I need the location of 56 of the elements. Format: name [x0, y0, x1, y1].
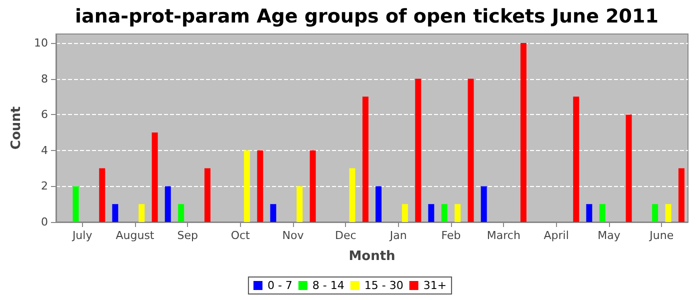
- x-tick-label: May: [598, 229, 621, 242]
- y-tick-label: 8: [41, 72, 48, 86]
- x-tick-label: August: [116, 229, 155, 242]
- y-tick-label: 0: [41, 216, 48, 228]
- bar: [678, 168, 684, 222]
- bar: [204, 168, 210, 222]
- x-tick-label: Sep: [177, 229, 198, 242]
- x-tick-label: Dec: [335, 229, 356, 242]
- bar: [138, 204, 145, 222]
- legend-label: 31+: [423, 279, 447, 292]
- bar: [441, 204, 448, 222]
- bar: [586, 204, 592, 222]
- x-tick-label: June: [648, 229, 674, 242]
- x-axis-title: Month: [348, 249, 396, 264]
- bar: [270, 204, 276, 222]
- bar: [244, 150, 250, 222]
- bar: [480, 186, 487, 222]
- y-tick-label: 2: [41, 180, 48, 193]
- x-tick-label: July: [71, 229, 93, 242]
- bar: [665, 204, 672, 222]
- bar: [178, 204, 184, 222]
- y-tick-label: 10: [34, 36, 48, 50]
- bar: [72, 186, 79, 222]
- bar: [415, 78, 422, 222]
- x-tick-label: Jan: [388, 229, 407, 242]
- legend-label: 0 - 7: [267, 279, 292, 292]
- bar: [468, 78, 474, 222]
- bar: [402, 204, 408, 222]
- bar: [626, 114, 632, 222]
- x-tick-label: March: [486, 229, 520, 242]
- bar: [296, 186, 303, 222]
- bar: [428, 204, 434, 222]
- x-tick-label: Feb: [441, 229, 461, 242]
- bar: [310, 150, 316, 222]
- bar: [376, 186, 382, 222]
- legend-label: 15 - 30: [364, 279, 404, 292]
- bar: [573, 96, 580, 222]
- bar: [164, 186, 171, 222]
- x-tick-label: Nov: [282, 229, 304, 242]
- bar: [520, 42, 526, 222]
- x-tick-label: April: [544, 229, 569, 242]
- bar: [152, 132, 158, 222]
- bar: [652, 204, 658, 222]
- bar: [112, 204, 118, 222]
- bar: [99, 168, 106, 222]
- bar: [599, 204, 606, 222]
- bar: [349, 168, 356, 222]
- bar: [362, 96, 368, 222]
- bar: [257, 150, 264, 222]
- x-tick-label: Oct: [230, 229, 251, 242]
- y-tick-label: 6: [41, 108, 48, 122]
- y-tick-label: 4: [41, 144, 48, 157]
- legend-label: 8 - 14: [312, 279, 344, 292]
- y-axis-title: Count: [9, 106, 24, 150]
- chart-title: iana-prot-param Age groups of open tickets June 2011: [75, 6, 658, 28]
- bar: [454, 204, 461, 222]
